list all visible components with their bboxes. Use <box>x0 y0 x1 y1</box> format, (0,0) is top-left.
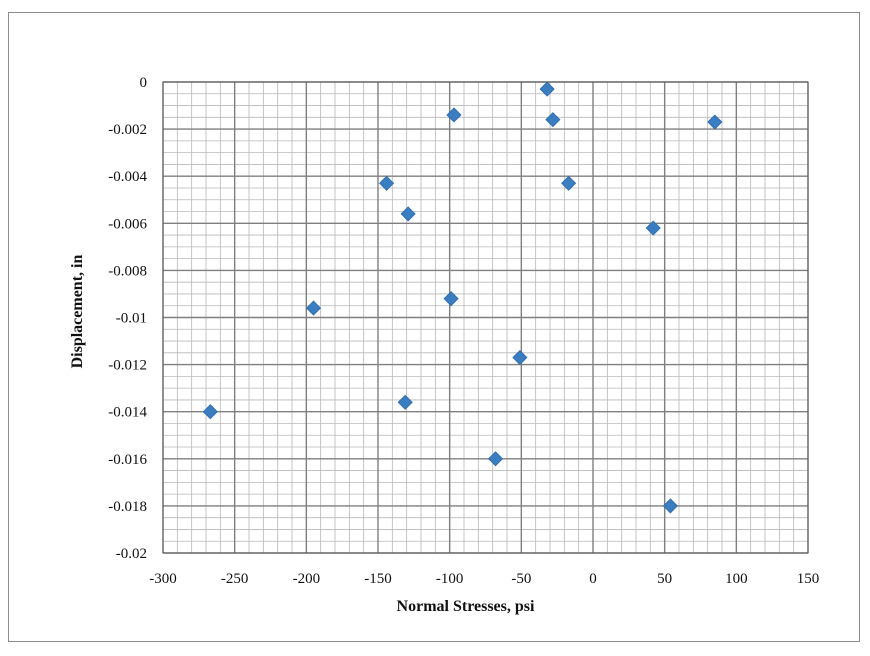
y-tick-label: 0 <box>140 75 148 91</box>
data-point-marker <box>545 112 561 128</box>
y-tick-label: -0.004 <box>108 169 147 185</box>
y-tick-labels: 0 -0.002 -0.004 -0.006 -0.008 -0.01 -0.012 -0.0… <box>108 75 147 562</box>
data-point-marker <box>379 175 395 191</box>
data-point-marker <box>400 206 416 222</box>
y-tick-label: -0.008 <box>108 263 147 279</box>
y-tick-label: -0.012 <box>108 358 147 374</box>
y-tick-label: -0.01 <box>116 311 147 327</box>
x-tick-label: 100 <box>725 571 748 587</box>
x-tick-label: -300 <box>149 571 177 587</box>
data-point-marker <box>707 114 723 130</box>
x-tick-label: -50 <box>511 571 531 587</box>
data-point-marker <box>662 498 678 514</box>
x-axis-title: Normal Stresses, psi <box>397 598 535 615</box>
data-point-marker <box>202 404 218 420</box>
data-point-marker <box>443 291 459 307</box>
data-point-marker <box>512 349 528 366</box>
x-tick-labels: -300 -250 -200 -150 -100 -50 0 50 100 150 <box>149 571 819 587</box>
x-tick-label: -100 <box>436 571 464 587</box>
x-tick-label: -150 <box>364 571 392 587</box>
x-tick-label: -250 <box>221 571 249 587</box>
x-tick-label: 150 <box>797 571 820 587</box>
y-tick-label: -0.02 <box>116 546 147 562</box>
y-tick-label: -0.002 <box>108 122 147 138</box>
data-point-marker <box>487 451 504 467</box>
y-tick-label: -0.014 <box>108 405 147 421</box>
y-tick-label: -0.006 <box>108 216 147 232</box>
data-point-marker <box>539 81 555 97</box>
y-tick-label: -0.016 <box>108 452 147 468</box>
plot-area-border <box>162 81 809 554</box>
y-tick-label: -0.018 <box>108 499 147 515</box>
data-point-marker <box>397 394 413 410</box>
data-points <box>202 81 723 514</box>
data-point-marker <box>446 107 462 123</box>
data-point-marker <box>561 175 577 191</box>
data-point-marker <box>645 220 661 236</box>
major-grid <box>162 81 809 554</box>
x-tick-label: -200 <box>293 571 321 587</box>
x-tick-label: 50 <box>657 571 672 587</box>
x-tick-label: 0 <box>589 571 597 587</box>
y-axis-title: Displacement, in <box>69 255 86 369</box>
data-point-marker <box>305 300 322 316</box>
